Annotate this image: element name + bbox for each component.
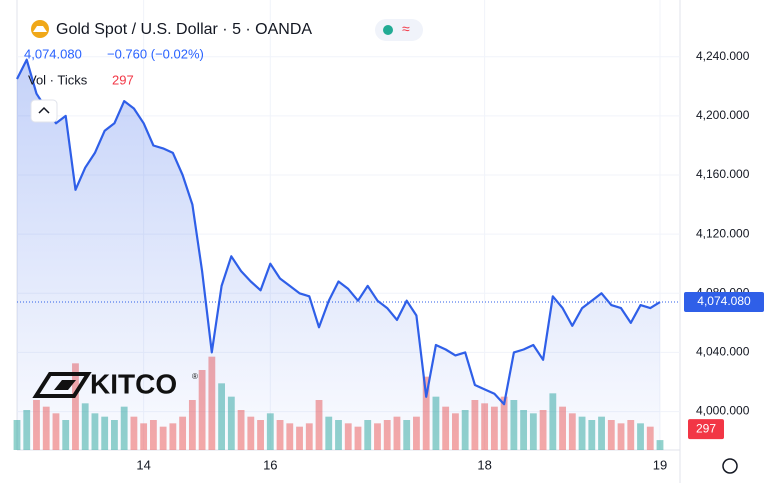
volume-badge-label: 297 — [696, 421, 716, 435]
settings-button[interactable] — [722, 458, 738, 474]
collapse-button[interactable] — [30, 99, 58, 123]
last-price-badge-label: 4,074.080 — [697, 294, 751, 308]
last-price: 4,074.080 — [24, 46, 82, 61]
price-area — [17, 59, 660, 450]
volume-legend-value: 297 — [112, 72, 134, 87]
collapse-icon — [38, 106, 50, 114]
y-tick-label: 4,000.000 — [696, 404, 750, 418]
volume-badge — [688, 419, 724, 440]
price-line — [16, 58, 661, 406]
market-status-dot — [383, 25, 393, 35]
y-tick-label: 4,240.000 — [696, 49, 750, 63]
x-tick-label: 19 — [653, 457, 667, 472]
x-tick-label: 16 — [263, 457, 277, 472]
logo-mark — [32, 372, 92, 398]
x-tick-label: 18 — [477, 457, 491, 472]
y-tick-label: 4,200.000 — [696, 108, 750, 122]
logo-registered: ® — [192, 372, 198, 381]
status-pill[interactable] — [375, 19, 423, 41]
y-tick-label: 4,120.000 — [696, 226, 750, 240]
last-price-badge — [684, 292, 764, 313]
logo-mark-inner — [54, 380, 76, 390]
kitco-logo: KITCO ® — [32, 368, 198, 399]
y-tick-label: 4,160.000 — [696, 167, 750, 181]
logo-text: KITCO — [90, 368, 177, 399]
symbol-icon-bars — [33, 26, 47, 32]
volume-legend: Vol · Ticks — [28, 72, 88, 87]
price-change: −0.760 (−0.02%) — [107, 46, 204, 61]
plot-area — [13, 0, 680, 450]
y-tick-label: 4,040.000 — [696, 345, 750, 359]
data-status-icon: ≈ — [402, 21, 410, 37]
chart-title: Gold Spot / U.S. Dollar · 5 · OANDA — [56, 21, 312, 38]
x-tick-label: 14 — [136, 457, 150, 472]
